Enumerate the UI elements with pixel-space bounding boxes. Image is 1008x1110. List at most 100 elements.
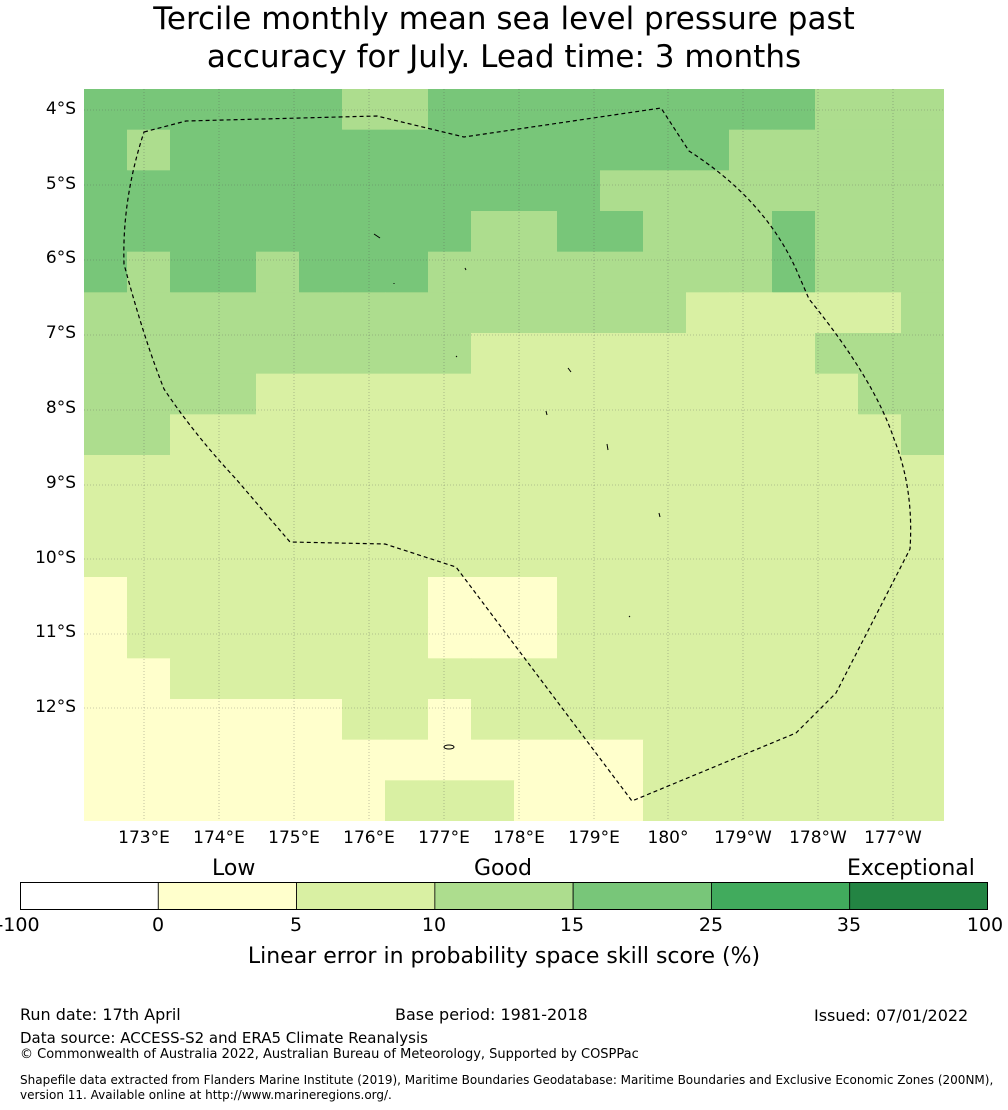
colorbar-tick-label: 35 (836, 914, 862, 936)
skill-cell (213, 129, 257, 171)
skill-cell (686, 211, 730, 253)
skill-cell (170, 211, 214, 253)
skill-cell (127, 495, 171, 537)
skill-cell (213, 373, 257, 415)
skill-cell (428, 617, 472, 659)
skill-cell (901, 129, 944, 171)
skill-cell (643, 658, 687, 700)
skill-cell (342, 373, 386, 415)
skill-cell (686, 495, 730, 537)
skill-cell (428, 536, 472, 578)
category-low: Low (212, 856, 256, 881)
skill-cell (815, 617, 859, 659)
skill-cell (471, 373, 515, 415)
skill-cell (858, 699, 902, 741)
skill-cell (428, 780, 472, 821)
lon-label: 178°E (493, 828, 545, 848)
lat-label: 5°S (45, 174, 76, 194)
colorbar-tick-label: 100 (966, 914, 1004, 936)
skill-cell (600, 658, 644, 700)
skill-cell (84, 170, 128, 212)
skill-cell (858, 333, 902, 375)
skill-cell (858, 129, 902, 171)
skill-cell (299, 292, 343, 334)
skill-cell (772, 577, 816, 619)
skill-cell (557, 617, 601, 659)
skill-cell (471, 536, 515, 578)
skill-cell (557, 170, 601, 212)
skill-cell (342, 455, 386, 497)
skill-cell (127, 292, 171, 334)
skill-cell (643, 536, 687, 578)
skill-grid-cells (84, 89, 944, 821)
skill-cell (213, 699, 257, 741)
skill-cell (815, 292, 859, 334)
skill-cell (557, 658, 601, 700)
skill-cell (127, 455, 171, 497)
skill-cell (600, 373, 644, 415)
skill-cell (428, 455, 472, 497)
skill-cell (815, 658, 859, 700)
colorbar-segment (434, 882, 574, 910)
colorbar-segment (572, 882, 712, 910)
colorbar-tick-label: 10 (421, 914, 447, 936)
skill-cell (686, 129, 730, 171)
skill-cell (729, 495, 773, 537)
colorbar-segment (157, 882, 297, 910)
skill-cell (729, 699, 773, 741)
skill-cell (815, 170, 859, 212)
skill-cell (772, 89, 816, 131)
skill-cell (772, 251, 816, 293)
skill-cell (385, 577, 429, 619)
skill-cell (299, 455, 343, 497)
skill-cell (127, 89, 171, 131)
skill-cell (471, 89, 515, 131)
skill-cell (557, 292, 601, 334)
colorbar-segments (20, 882, 988, 910)
skill-cell (385, 129, 429, 171)
skill-map (84, 89, 944, 821)
skill-cell (127, 373, 171, 415)
skill-cell (299, 251, 343, 293)
skill-cell (471, 170, 515, 212)
skill-cell (213, 211, 257, 253)
skill-cell (127, 251, 171, 293)
skill-cell (815, 373, 859, 415)
skill-cell (901, 536, 944, 578)
skill-cell (170, 495, 214, 537)
colorbar (20, 882, 988, 910)
skill-cell (901, 89, 944, 131)
skill-cell (858, 617, 902, 659)
skill-cell (256, 780, 300, 821)
colorbar-segment (849, 882, 988, 910)
skill-cell (815, 739, 859, 781)
title-line-2: accuracy for July. Lead time: 3 months (206, 39, 802, 75)
skill-cell (428, 699, 472, 741)
skill-cell (772, 333, 816, 375)
run-date: Run date: 17th April (20, 1005, 181, 1024)
skill-cell (686, 89, 730, 131)
skill-cell (170, 658, 214, 700)
skill-cell (600, 617, 644, 659)
lat-label: 4°S (45, 99, 76, 119)
skill-cell (600, 170, 644, 212)
skill-cell (858, 414, 902, 456)
skill-cell (428, 129, 472, 171)
skill-cell (84, 495, 128, 537)
skill-cell (600, 536, 644, 578)
skill-cell (342, 170, 386, 212)
skill-cell (729, 129, 773, 171)
skill-cell (385, 455, 429, 497)
skill-cell (901, 658, 944, 700)
shapefile-credit-line-2: version 11. Available online at http://w… (20, 1088, 392, 1102)
lon-label: 177°W (864, 828, 922, 848)
skill-cell (256, 414, 300, 456)
skill-cell (342, 536, 386, 578)
lon-label: 177°E (418, 828, 470, 848)
skill-cell (729, 89, 773, 131)
skill-cell (600, 211, 644, 253)
skill-cell (127, 170, 171, 212)
skill-cell (643, 251, 687, 293)
skill-cell (514, 780, 558, 821)
skill-cell (901, 780, 944, 821)
